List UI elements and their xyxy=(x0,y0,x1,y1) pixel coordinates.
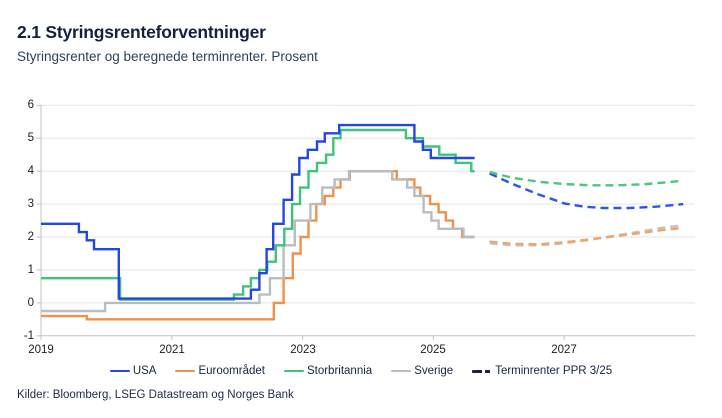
legend-item-sverige: Sverige xyxy=(391,365,453,377)
y-axis-tick: 4 xyxy=(27,165,34,177)
x-axis-tick: 2023 xyxy=(290,344,316,356)
y-axis-tick: 5 xyxy=(27,132,34,144)
y-axis-tick: 6 xyxy=(27,99,34,111)
x-axis-tick: 2025 xyxy=(420,344,446,356)
legend-item-terminrenter: Terminrenter PPR 3/25 xyxy=(472,365,612,377)
legend-swatch-sverige xyxy=(391,369,412,373)
legend-swatch-terminrenter xyxy=(472,369,493,373)
legend-item-usa: USA xyxy=(109,365,156,377)
y-axis-tick: 1 xyxy=(27,264,34,276)
chart-legend: USA Euroområdet Storbritannia Sverige Te… xyxy=(0,363,722,379)
legend-item-storbritannia: Storbritannia xyxy=(283,365,372,377)
legend-swatch-usa xyxy=(109,369,130,373)
legend-swatch-euroomradet xyxy=(175,369,196,373)
y-axis-tick: 2 xyxy=(27,231,34,243)
y-axis-tick: -1 xyxy=(23,330,34,342)
x-axis-tick: 2027 xyxy=(551,344,577,356)
x-axis-tick: 2021 xyxy=(159,344,185,356)
y-axis-tick: 0 xyxy=(27,297,34,309)
figure-subtitle: Styringsrenter og beregnede terminrenter… xyxy=(17,49,318,64)
x-axis-tick: 2019 xyxy=(28,344,54,356)
legend-item-euroomradet: Euroområdet xyxy=(175,365,265,377)
figure-title: 2.1 Styringsrenteforventninger xyxy=(17,22,266,42)
y-axis-tick: 3 xyxy=(27,198,34,210)
legend-swatch-storbritannia xyxy=(283,369,304,373)
source-note: Kilder: Bloomberg, LSEG Datastream og No… xyxy=(17,389,294,401)
